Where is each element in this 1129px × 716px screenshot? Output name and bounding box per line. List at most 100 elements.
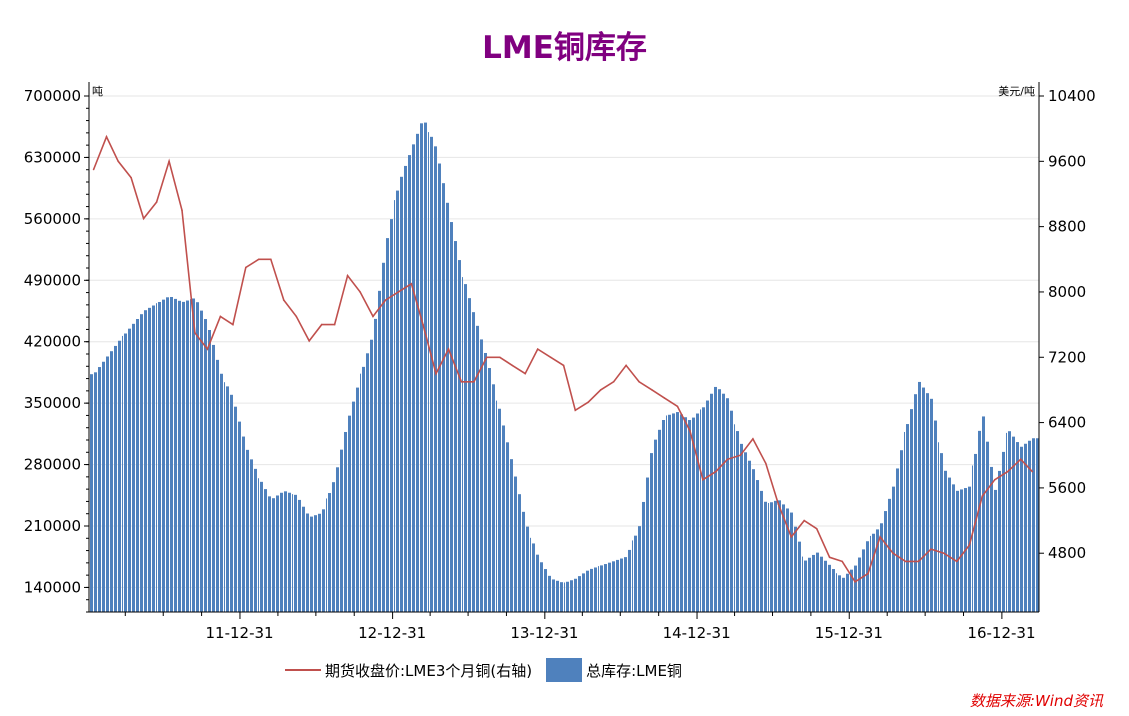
stock-bar bbox=[896, 468, 899, 612]
legend-label-price: 期货收盘价:LME3个月铜(右轴) bbox=[325, 661, 533, 680]
price-point bbox=[117, 160, 119, 163]
stock-bar bbox=[118, 340, 121, 612]
stock-bar bbox=[974, 453, 977, 612]
x-tick-label: 13-12-31 bbox=[510, 624, 578, 642]
stock-bar bbox=[888, 498, 891, 612]
stock-bar bbox=[192, 298, 195, 612]
stock-bar bbox=[760, 490, 763, 612]
stock-bar bbox=[216, 359, 219, 612]
price-point bbox=[702, 478, 704, 481]
stock-bar bbox=[710, 393, 713, 612]
stock-bar bbox=[918, 381, 921, 612]
price-point bbox=[574, 409, 577, 412]
price-point bbox=[549, 356, 552, 359]
stock-bar bbox=[876, 529, 879, 612]
stock-bar bbox=[858, 557, 861, 612]
stock-bar bbox=[220, 373, 223, 612]
price-point bbox=[232, 323, 234, 326]
price-point bbox=[257, 258, 260, 261]
stock-bar bbox=[986, 441, 989, 612]
stock-bar bbox=[408, 155, 411, 612]
price-point bbox=[803, 519, 806, 522]
stock-bar bbox=[702, 407, 705, 612]
stock-bar bbox=[306, 513, 309, 612]
stock-bar bbox=[196, 302, 199, 612]
left-tick-label: 630000 bbox=[24, 148, 81, 166]
line-series bbox=[92, 134, 1034, 583]
stock-bar bbox=[820, 556, 823, 612]
stock-bar bbox=[424, 122, 427, 612]
chart-title: LME铜库存 bbox=[482, 30, 647, 66]
stock-bar bbox=[98, 367, 101, 612]
stock-bar bbox=[132, 323, 135, 612]
left-tick-label: 490000 bbox=[24, 271, 81, 289]
stock-bar bbox=[204, 319, 207, 612]
stock-bar bbox=[804, 560, 807, 612]
stock-bar bbox=[828, 564, 831, 612]
stock-bar bbox=[1008, 431, 1011, 612]
stock-bar bbox=[1016, 442, 1019, 612]
left-tick-label: 140000 bbox=[24, 578, 81, 596]
price-point bbox=[359, 291, 361, 293]
stock-bar bbox=[672, 413, 675, 612]
stock-bar bbox=[540, 562, 543, 612]
stock-bar bbox=[666, 415, 667, 612]
price-point bbox=[282, 299, 285, 301]
stock-bar bbox=[462, 277, 463, 612]
stock-bar bbox=[938, 442, 939, 612]
stock-bar bbox=[280, 492, 283, 612]
price-point bbox=[828, 556, 831, 559]
stock-bar bbox=[574, 578, 577, 612]
price-point bbox=[536, 348, 539, 350]
left-tick-label: 350000 bbox=[24, 394, 81, 412]
price-point bbox=[498, 356, 501, 359]
stock-bar bbox=[982, 416, 985, 612]
stock-bar bbox=[778, 500, 781, 612]
stock-bar bbox=[808, 557, 811, 612]
stock-bar bbox=[178, 300, 181, 612]
stock-bar bbox=[612, 561, 615, 612]
stock-bar bbox=[922, 387, 925, 612]
stock-bar bbox=[632, 540, 633, 612]
stock-bar bbox=[832, 569, 835, 612]
stock-bar bbox=[190, 299, 191, 612]
price-point bbox=[993, 478, 996, 481]
stock-bar bbox=[386, 238, 389, 613]
stock-bar bbox=[480, 339, 483, 612]
x-tick-label: 16-12-31 bbox=[967, 624, 1035, 642]
right-tick-label: 8000 bbox=[1048, 283, 1086, 301]
price-point bbox=[486, 356, 488, 359]
stock-bar bbox=[646, 477, 649, 612]
stock-bar bbox=[454, 241, 457, 612]
stock-bar bbox=[328, 493, 331, 612]
stock-bar bbox=[212, 344, 215, 612]
stock-bar bbox=[770, 502, 773, 612]
stock-bar bbox=[850, 569, 853, 612]
stock-bar bbox=[438, 163, 441, 612]
stock-bar bbox=[298, 499, 301, 612]
stock-bar bbox=[518, 494, 521, 612]
price-point bbox=[1006, 470, 1009, 473]
stock-bar bbox=[292, 494, 293, 612]
price-point bbox=[308, 340, 310, 342]
stock-bar bbox=[952, 484, 955, 612]
price-point bbox=[1019, 458, 1022, 461]
stock-bar bbox=[472, 312, 475, 612]
price-point bbox=[142, 217, 145, 220]
stock-bar bbox=[224, 382, 225, 612]
stock-bar bbox=[930, 398, 933, 612]
stock-bar bbox=[650, 453, 653, 612]
stock-bar bbox=[114, 345, 117, 612]
stock-bar bbox=[654, 439, 657, 612]
stock-bar bbox=[246, 449, 249, 612]
stock-bar bbox=[412, 144, 415, 612]
stock-bar bbox=[310, 516, 313, 612]
stock-bar bbox=[428, 132, 429, 612]
stock-bar bbox=[700, 409, 701, 612]
stock-bar bbox=[136, 319, 139, 612]
stock-bar bbox=[658, 429, 661, 612]
price-point bbox=[726, 458, 729, 461]
stock-bar bbox=[250, 459, 253, 612]
stock-bar bbox=[258, 478, 259, 612]
legend-bar-swatch bbox=[546, 658, 583, 682]
